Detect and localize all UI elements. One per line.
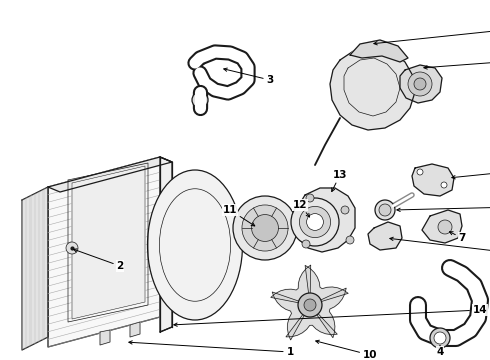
Text: 7: 7 <box>449 232 466 243</box>
Circle shape <box>408 72 432 96</box>
Circle shape <box>441 182 447 188</box>
Polygon shape <box>305 265 348 305</box>
Text: 3: 3 <box>224 68 273 85</box>
Text: 11: 11 <box>223 205 255 226</box>
Polygon shape <box>310 288 346 338</box>
Polygon shape <box>286 305 337 337</box>
Polygon shape <box>272 292 310 340</box>
Circle shape <box>414 78 426 90</box>
Polygon shape <box>400 65 442 103</box>
Text: 8: 8 <box>397 200 490 211</box>
Polygon shape <box>422 210 462 243</box>
Circle shape <box>307 213 323 230</box>
Polygon shape <box>412 164 454 196</box>
Circle shape <box>375 200 395 220</box>
Ellipse shape <box>147 170 243 320</box>
Circle shape <box>291 198 339 246</box>
Circle shape <box>434 332 446 344</box>
Circle shape <box>346 236 354 244</box>
Circle shape <box>66 242 78 254</box>
Text: 12: 12 <box>293 200 310 217</box>
Polygon shape <box>22 187 48 350</box>
Circle shape <box>430 328 450 348</box>
Polygon shape <box>160 157 172 332</box>
Text: 1: 1 <box>129 341 294 357</box>
Text: 15: 15 <box>390 237 490 263</box>
Circle shape <box>304 299 316 311</box>
Text: 10: 10 <box>316 340 377 360</box>
Circle shape <box>242 205 288 251</box>
Polygon shape <box>48 157 160 347</box>
Text: 4: 4 <box>436 346 443 357</box>
Polygon shape <box>368 222 402 250</box>
Text: 13: 13 <box>332 170 347 192</box>
Polygon shape <box>271 265 311 305</box>
Polygon shape <box>330 48 415 130</box>
Circle shape <box>299 206 331 238</box>
Polygon shape <box>100 330 110 345</box>
Circle shape <box>233 196 297 260</box>
Text: 14: 14 <box>174 305 488 326</box>
Circle shape <box>302 240 310 248</box>
Circle shape <box>341 206 349 214</box>
Text: 5: 5 <box>374 15 490 45</box>
Circle shape <box>251 215 278 242</box>
Circle shape <box>298 293 322 317</box>
Circle shape <box>306 194 314 202</box>
Circle shape <box>438 220 452 234</box>
Circle shape <box>417 169 423 175</box>
Polygon shape <box>72 166 145 319</box>
Text: 2: 2 <box>74 249 123 271</box>
Text: 6: 6 <box>424 47 490 69</box>
Circle shape <box>192 92 208 108</box>
Polygon shape <box>295 188 355 252</box>
Circle shape <box>379 204 391 216</box>
Polygon shape <box>130 322 140 337</box>
Polygon shape <box>48 157 172 192</box>
Text: 9: 9 <box>452 155 490 179</box>
Polygon shape <box>350 40 408 62</box>
